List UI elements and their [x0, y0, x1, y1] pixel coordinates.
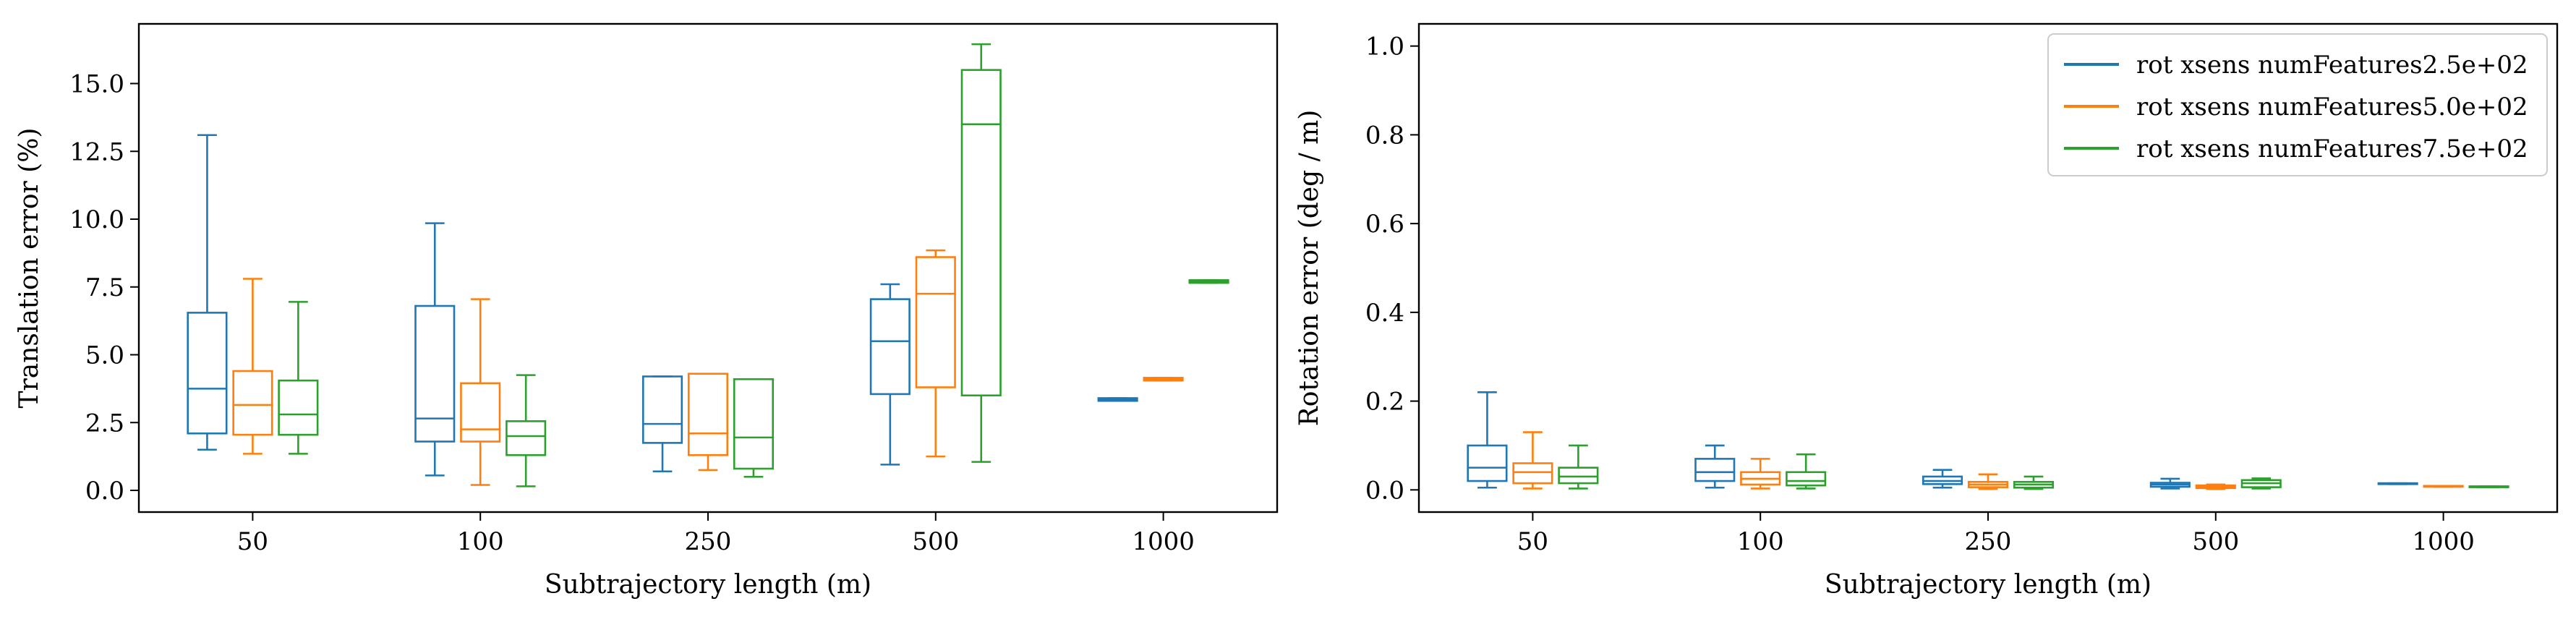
x-axis-label: Subtrajectory length (m) — [545, 570, 871, 600]
box-1000-series-3 — [1188, 279, 1229, 284]
box-500-series-2 — [2195, 483, 2236, 490]
box-250-series-2 — [687, 372, 729, 472]
box-50-series-2 — [232, 278, 273, 455]
box-1000-series-2 — [1143, 377, 1184, 382]
iqr-box — [1558, 466, 1599, 485]
box-250-series-3 — [733, 378, 775, 478]
x-tick-label: 500 — [912, 527, 959, 556]
box-500-series-2 — [915, 249, 956, 458]
x-tick-label: 500 — [2192, 527, 2239, 556]
y-tick-label: 0.0 — [85, 477, 124, 506]
y-axis-label: Translation error (%) — [14, 128, 44, 409]
y-tick-label: 12.5 — [69, 137, 124, 166]
translation-error-chart: 0.0 2.5 5.0 7.5 10.0 12.5 15.0 50 100 250 500 1000 S… — [14, 22, 1279, 600]
box-250-series-2 — [1967, 473, 2009, 490]
x-tick-label: 100 — [457, 527, 504, 556]
box-100-series-3 — [506, 374, 547, 487]
box-250-series-1 — [1922, 469, 1963, 489]
iqr-box — [915, 256, 956, 388]
legend-box — [2047, 33, 2548, 176]
iqr-box — [232, 370, 273, 436]
iqr-box — [1694, 458, 1736, 482]
legend: rot xsens numFeatures2.5e+02 rot xsens nu… — [2047, 33, 2548, 176]
x-axis-label: Subtrajectory length (m) — [1825, 570, 2151, 600]
legend-entry: rot xsens numFeatures7.5e+02 — [2136, 135, 2528, 163]
box-1000-series-2 — [2423, 485, 2464, 488]
box-250-series-1 — [641, 375, 683, 473]
box-100-series-2 — [1740, 458, 1781, 490]
box-100-series-1 — [414, 222, 456, 477]
y-tick-label: 5.0 — [85, 341, 124, 370]
box-1000-series-3 — [2468, 485, 2509, 488]
iqr-box — [1786, 471, 1827, 487]
y-tick-label: 1.0 — [1365, 33, 1404, 61]
box-50-series-2 — [1512, 431, 1553, 490]
iqr-box — [1512, 462, 1553, 485]
iqr-box — [960, 69, 1002, 397]
box-500-series-1 — [869, 283, 910, 466]
x-tick-label: 250 — [1965, 527, 2012, 556]
x-tick-label: 50 — [237, 527, 268, 556]
box-500-series-1 — [2149, 477, 2191, 490]
iqr-box — [869, 298, 910, 396]
iqr-box — [1467, 444, 1508, 482]
x-tick-label: 250 — [685, 527, 732, 556]
y-tick-label: 15.0 — [69, 70, 124, 99]
iqr-box — [733, 378, 775, 470]
iqr-box — [506, 420, 547, 456]
x-tick-label: 100 — [1737, 527, 1784, 556]
box-50-series-3 — [1558, 444, 1599, 490]
iqr-box — [187, 312, 228, 435]
box-1000-series-1 — [1097, 397, 1138, 402]
y-tick-label: 0.0 — [1365, 476, 1404, 505]
plot-frame — [1417, 22, 2559, 514]
box-50-series-1 — [187, 134, 228, 451]
legend-entry: rot xsens numFeatures2.5e+02 — [2136, 51, 2528, 80]
y-tick-label: 2.5 — [85, 409, 124, 438]
iqr-box — [278, 379, 319, 436]
box-250-series-3 — [2013, 475, 2055, 490]
box-500-series-3 — [960, 43, 1002, 463]
x-tick-label: 1000 — [2412, 527, 2475, 556]
x-tick-label: 50 — [1517, 527, 1548, 556]
y-tick-label: 0.2 — [1365, 388, 1404, 417]
y-axis-label: Rotation error (deg / m) — [1295, 110, 1324, 427]
y-tick-label: 0.6 — [1365, 210, 1404, 239]
box-100-series-2 — [460, 298, 501, 486]
box-500-series-3 — [2240, 477, 2282, 490]
iqr-box — [687, 372, 729, 456]
box-1000-series-1 — [2377, 482, 2418, 485]
y-tick-label: 10.0 — [69, 205, 124, 234]
x-tick-label: 1000 — [1132, 527, 1195, 556]
box-50-series-1 — [1467, 391, 1508, 489]
box-100-series-3 — [1786, 453, 1827, 490]
box-100-series-1 — [1694, 444, 1736, 489]
y-tick-label: 7.5 — [85, 273, 124, 302]
box-50-series-3 — [278, 301, 319, 455]
rotation-error-chart: 0.0 0.2 0.4 0.6 0.8 1.0 50 100 250 500 1000 Subtraj… — [1295, 22, 2559, 600]
legend-entry: rot xsens numFeatures5.0e+02 — [2136, 93, 2528, 122]
iqr-box — [414, 304, 456, 443]
iqr-box — [641, 375, 683, 444]
y-tick-label: 0.4 — [1365, 299, 1404, 328]
y-tick-label: 0.8 — [1365, 121, 1404, 150]
plot-frame — [137, 22, 1279, 514]
iqr-box — [460, 382, 501, 443]
